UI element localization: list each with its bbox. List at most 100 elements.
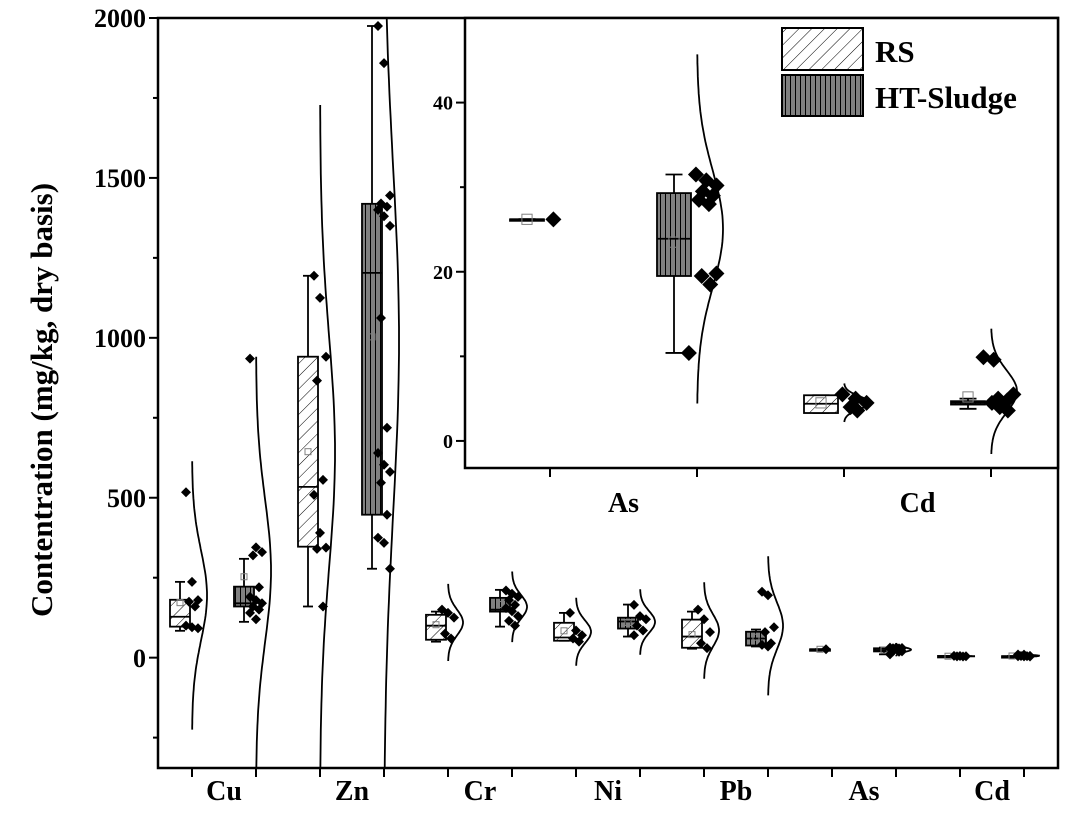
main-zn-ht-sludge-data-point [379,537,389,548]
main-as-ht-sludge-data-point [894,646,904,657]
main-cu-ht-sludge-data-point [251,614,261,625]
main-cu-rs-mean-marker [176,599,184,607]
inset-as-ht-sludge-normal-curve [696,54,724,404]
main-pb-rs-data-point [702,643,712,654]
main-cu-rs-data-point [187,576,197,587]
main-zn-ht-sludge-data-point [382,422,392,433]
main-zn-rs-data-point [321,542,331,553]
main-x-label-ni: Ni [594,776,622,807]
main-cu-rs-normal-curve [191,461,208,730]
main-ni-rs-data-point [565,607,575,618]
main-pb-ht-sludge-data-point [760,627,770,638]
main-zn-ht-sludge-data-point [376,313,386,323]
main-x-label-pb: Pb [720,776,753,807]
main-pb-ht-sludge-data-point [763,590,773,601]
legend-swatch-rs [781,27,864,71]
main-zn-rs-data-point [315,527,325,538]
inset-as-ht-sludge-data-point [693,267,710,284]
main-y-tick-label: 2000 [94,4,146,33]
main-pb-rs-box [681,618,703,649]
inset-as-ht-sludge-data-point [680,344,697,361]
inset-cd-rs-data-point [849,402,866,419]
main-cu-ht-sludge-data-point [245,607,255,618]
inset-y-tick-label: 20 [433,262,453,284]
main-pb-rs-data-point [699,614,709,625]
main-zn-rs-data-point [321,351,331,362]
main-cr-rs-data-point [446,633,456,644]
main-pb-rs-data-point [705,627,715,638]
legend: RS HT-Sludge [781,27,1017,117]
main-cr-rs-data-point [443,607,453,618]
main-cu-rs-data-point [190,601,200,612]
inset-background [465,18,1058,468]
main-ni-rs-normal-curve [575,597,592,666]
main-cd-ht-sludge-data-point [1025,651,1035,662]
legend-label-rs: RS [875,34,915,69]
main-cu-rs-data-point [187,622,197,633]
main-as-ht-sludge-data-point [885,649,895,660]
main-cr-rs-normal-curve [447,583,464,661]
main-zn-ht-sludge-data-point [373,204,383,215]
main-zn-ht-sludge-data-point [385,190,395,201]
inset-plot-frame [463,16,1060,470]
main-pb-ht-sludge-normal-curve [767,556,784,696]
main-marks [169,18,1040,768]
main-y-tick-label: 500 [107,484,146,513]
main-cu-ht-sludge-data-point [251,542,261,553]
main-cd-ht-sludge-data-point [1013,651,1023,662]
main-zn-ht-sludge-data-point [376,477,386,488]
main-zn-ht-sludge-data-point [382,201,392,212]
inset-cd-rs-mean-marker [815,397,827,409]
main-zn-ht-sludge-data-point [379,58,389,69]
inset-as-ht-sludge-data-point [700,196,717,213]
main-pb-ht-sludge-mean-marker [752,633,760,641]
main-cu-rs-data-point [184,596,194,607]
y-axis-label: Contentration (mg/kg, dry basis) [24,183,59,617]
main-cr-rs-mean-marker [432,621,440,629]
main-pb-rs-mean-marker [688,631,696,639]
main-cr-ht-sludge-data-point [513,591,523,602]
inset-as-ht-sludge-mean-marker [668,236,680,248]
main-cu-rs-data-point [181,487,191,498]
main-ni-ht-sludge-data-point [638,625,648,636]
main-cu-ht-sludge-mean-marker [240,573,248,581]
main-zn-ht-sludge-data-point [373,447,383,458]
main-y-tick-label: 1000 [94,324,146,353]
legend-swatch-ht-sludge [781,74,864,117]
inset-plot: 0 20 40 As Cd [433,16,1060,519]
main-cr-ht-sludge-data-point [513,611,523,622]
main-zn-ht-sludge-box [361,202,383,516]
main-zn-rs-box [297,355,319,548]
main-x-label-as: As [848,776,879,807]
main-x-label-cr: Cr [464,776,497,807]
inset-cd-rs-data-point [858,394,875,411]
main-zn-rs-normal-curve [319,105,336,768]
main-cu-ht-sludge-data-point [254,604,264,615]
inset-as-ht-sludge-data-point [687,166,704,183]
main-ni-ht-sludge-data-point [629,599,639,610]
main-cu-ht-sludge-data-point [254,582,264,593]
main-cr-ht-sludge-normal-curve [511,571,528,643]
main-cd-rs-data-point [958,651,968,662]
main-ni-rs-data-point [574,636,584,647]
inset-x-label-cd: Cd [900,488,936,519]
main-cu-ht-sludge-data-point [245,353,255,364]
inset-y-tick-label: 40 [433,93,453,115]
main-x-label-cd: Cd [974,776,1010,807]
inset-cd-rs-data-point [834,386,851,403]
main-zn-rs-data-point [312,375,322,386]
inset-as-ht-sludge-box [656,192,692,277]
main-zn-rs-data-point [315,292,325,303]
main-ni-ht-sludge-mean-marker [624,618,632,626]
main-zn-ht-sludge-data-point [382,509,392,520]
main-pb-ht-sludge-data-point [763,641,773,652]
main-zn-rs-data-point [312,543,322,554]
main-ni-rs-data-point [571,625,581,636]
main-pb-ht-sludge-data-point [769,622,779,633]
main-y-tick-label: 1500 [94,164,146,193]
inset-as-ht-sludge-data-point [702,276,719,293]
inset-as-rs-data-point [545,211,562,228]
inset-y-tick-label: 0 [443,431,453,453]
main-zn-ht-sludge-data-point [385,563,395,574]
main-pb-rs-data-point [693,604,703,615]
